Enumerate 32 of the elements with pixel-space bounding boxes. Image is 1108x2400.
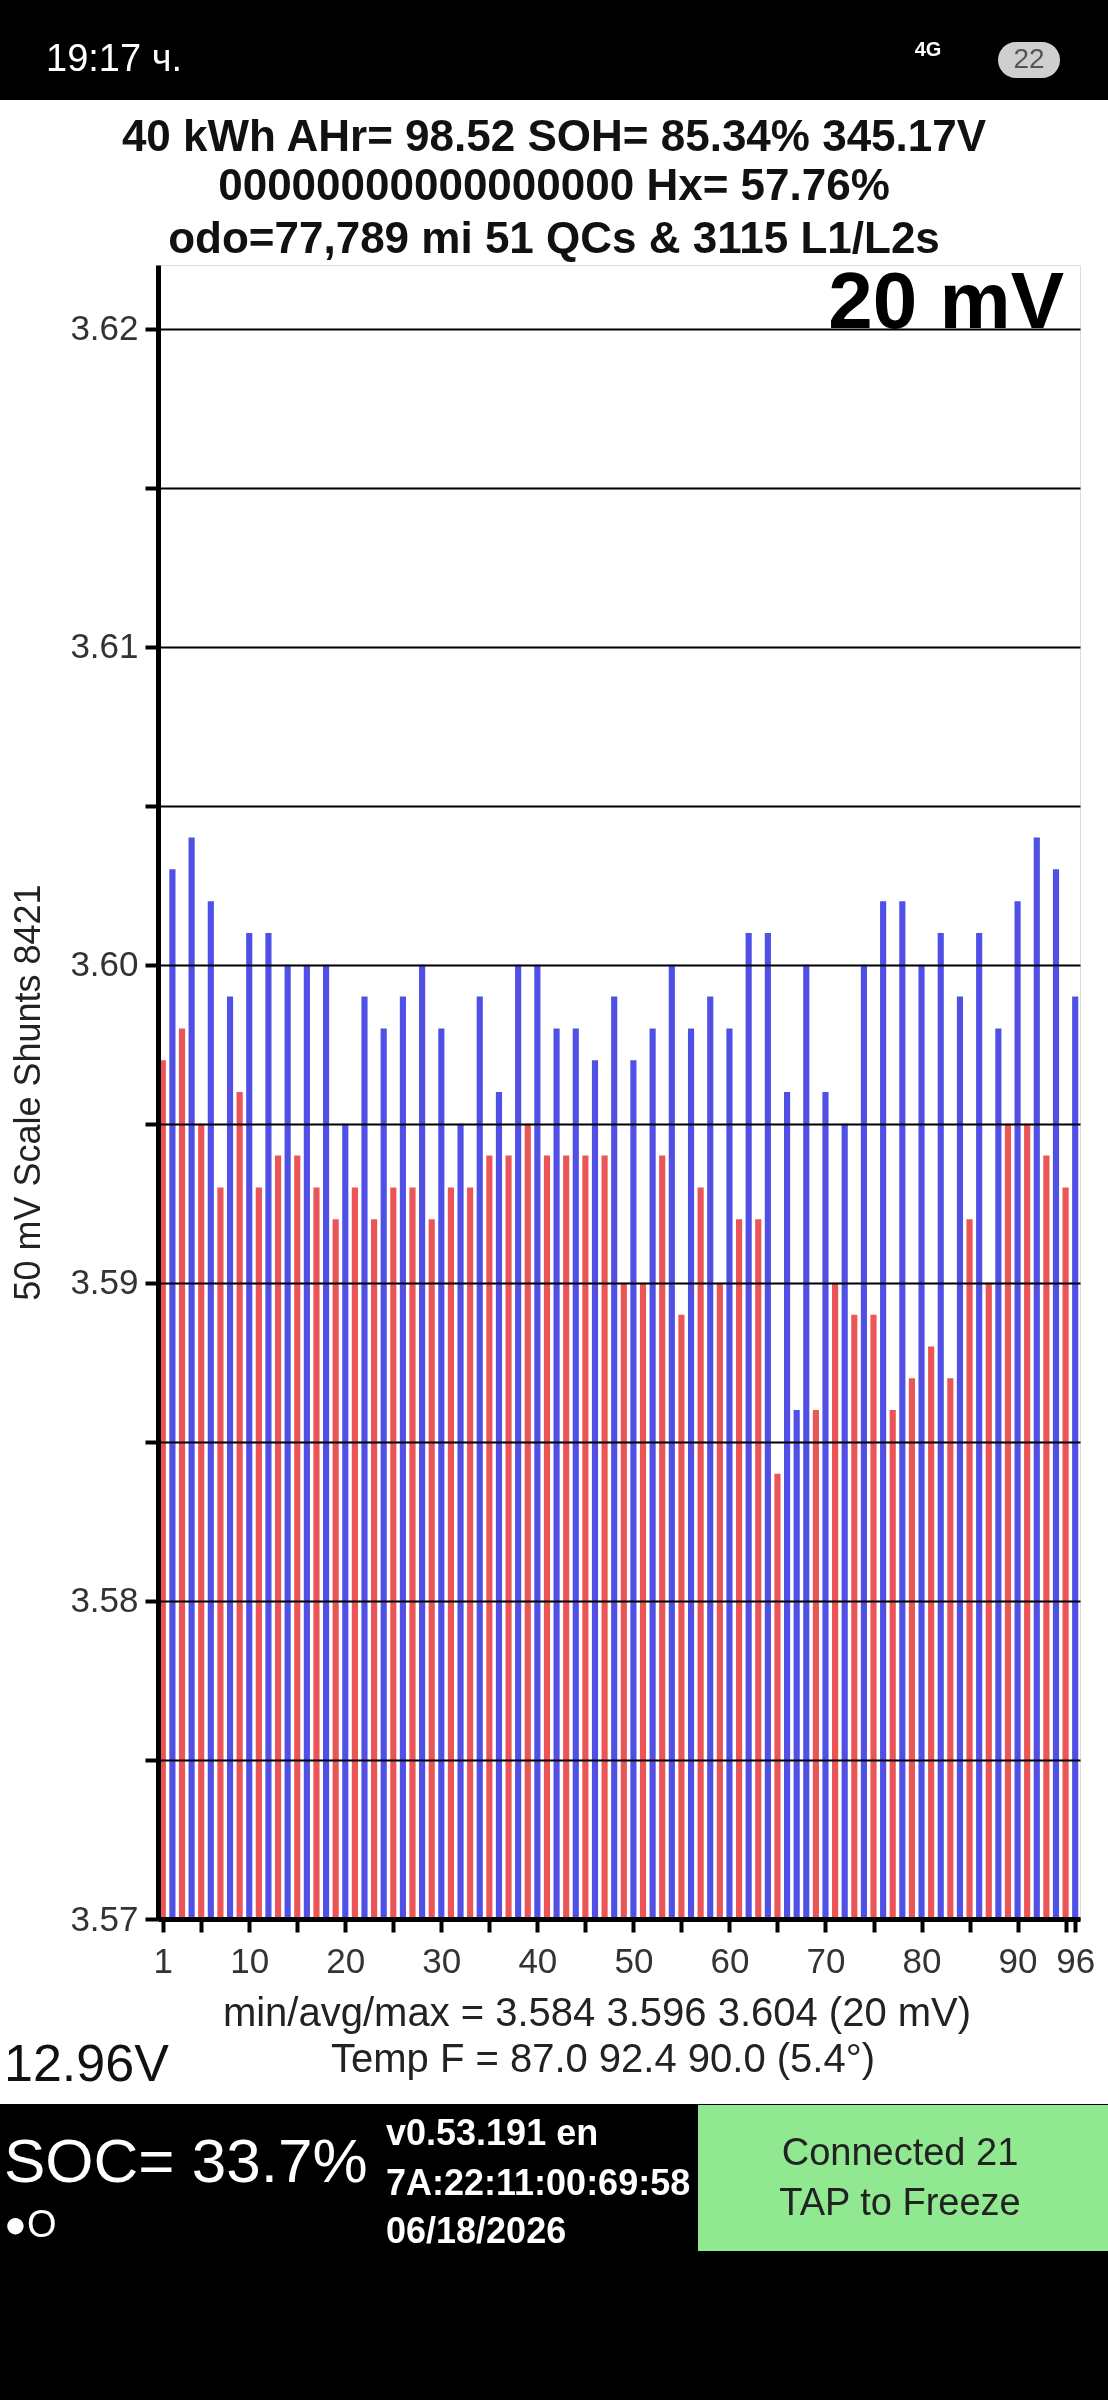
- text: Temp F = 87.0 92.4 90.0 (5.4°): [330, 2036, 876, 2080]
- y-tick-label: 3.58: [70, 1580, 139, 1620]
- x-tick-label: 96: [1056, 1940, 1096, 1980]
- y-tick-label: 3.60: [70, 944, 139, 984]
- text: 4G: [914, 38, 942, 60]
- text: 06/18/2026: [386, 2210, 567, 2251]
- x-tick-label: 20: [326, 1940, 366, 1980]
- text: Connected 21: [781, 2131, 1019, 2173]
- y-axis-title: 50 mV Scale Shunts 8421: [7, 884, 49, 1301]
- x-tick-label: 70: [806, 1940, 846, 1980]
- x-tick-label: 40: [518, 1940, 558, 1980]
- x-tick-label: 80: [902, 1940, 942, 1980]
- text: 22: [1013, 43, 1045, 74]
- x-tick-label: 60: [710, 1940, 750, 1980]
- text: 7A:22:11:00:69:58: [386, 2162, 691, 2203]
- x-tick-label: 1: [153, 1940, 174, 1980]
- y-tick-label: 3.61: [70, 626, 139, 666]
- text: min/avg/max = 3.584 3.596 3.604 (20 mV): [222, 1990, 972, 2034]
- text: v0.53.191 en: [386, 2112, 599, 2153]
- y-tick-label: 3.57: [70, 1898, 139, 1938]
- y-tick-label: 3.59: [70, 1262, 139, 1302]
- text: 19:17 ч.: [46, 37, 183, 79]
- text: SOC= 33.7%: [4, 2126, 368, 2195]
- y-tick-label: 3.62: [70, 308, 139, 348]
- text: ●O: [4, 2203, 57, 2245]
- x-tick-label: 10: [230, 1940, 270, 1980]
- chart-title: 40 kWh AHr= 98.52 SOH= 85.34% 345.17V: [121, 111, 987, 160]
- x-tick-label: 50: [614, 1940, 654, 1980]
- x-tick-label: 90: [998, 1940, 1038, 1980]
- x-tick-label: 30: [422, 1940, 462, 1980]
- text: 12.96V: [4, 2034, 170, 2092]
- text: TAP to Freeze: [779, 2181, 1021, 2223]
